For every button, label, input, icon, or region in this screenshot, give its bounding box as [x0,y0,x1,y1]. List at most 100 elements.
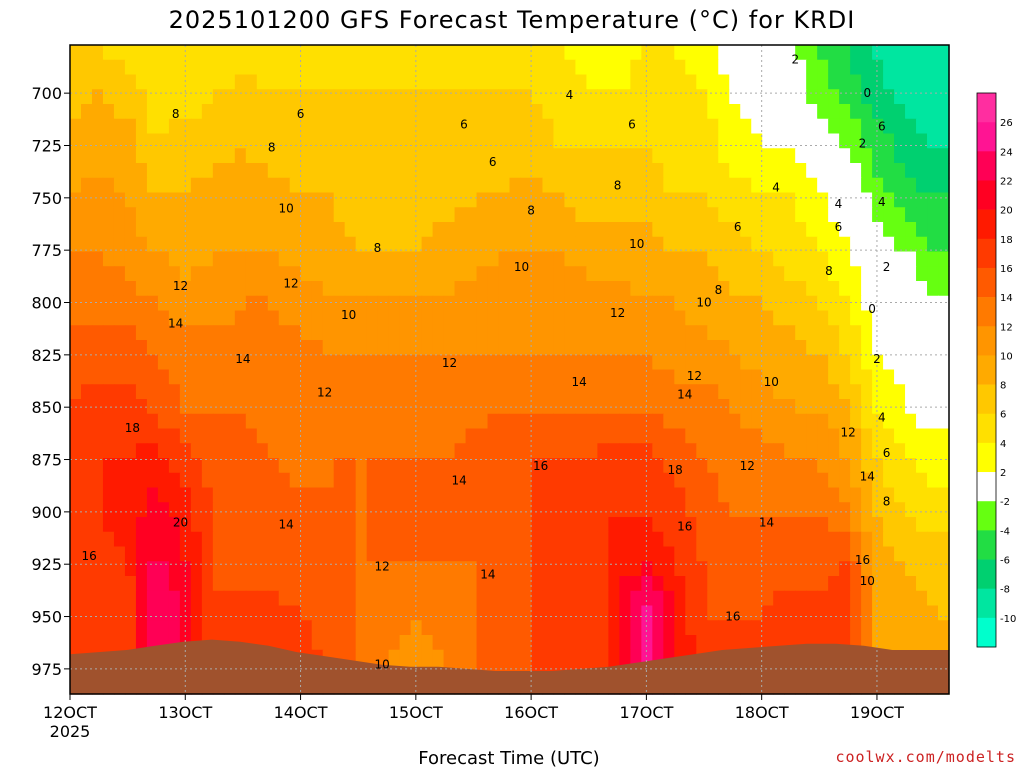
temperature-cell [300,325,313,341]
temperature-cell [685,295,697,312]
temperature-cell [333,148,346,164]
temperature-cell [718,620,730,636]
temperature-cell [850,222,862,238]
temperature-cell [608,517,620,533]
temperature-cell [135,207,148,223]
temperature-cell [773,620,785,636]
temperature-cell [443,458,456,474]
temperature-cell [80,546,93,562]
temperature-cell [311,340,324,356]
temperature-cell [377,163,390,179]
temperature-cell [894,251,906,267]
temperature-cell [707,458,719,474]
contour-label: 2 [883,260,891,274]
temperature-cell [894,635,906,651]
temperature-cell [311,428,324,444]
temperature-cell [751,295,763,312]
temperature-cell [190,325,203,341]
temperature-cell [322,458,335,474]
temperature-cell [795,148,807,164]
x-tick-label: 15OCT [389,703,443,722]
credit-link[interactable]: coolwx.com/modelts [835,748,1016,766]
temperature-cell [883,74,895,90]
temperature-cell [124,133,137,149]
temperature-cell [366,266,379,282]
temperature-cell [168,531,181,548]
temperature-cell [806,45,818,61]
temperature-cell [322,192,335,208]
temperature-cell [784,354,796,371]
temperature-cell [102,133,115,149]
temperature-cell [597,266,609,282]
temperature-cell [905,222,917,238]
temperature-cell [696,605,708,621]
temperature-cell [256,104,269,120]
temperature-cell [597,89,609,105]
temperature-cell [454,458,467,474]
temperature-cell [311,310,324,326]
temperature-cell [124,266,137,282]
temperature-cell [696,635,708,651]
temperature-cell [520,133,533,149]
temperature-cell [70,472,82,489]
temperature-cell [410,74,423,90]
temperature-cell [201,354,214,371]
temperature-cell [168,310,181,326]
temperature-cell [663,340,675,356]
temperature-cell [520,354,533,371]
colorbar-swatch [977,122,996,152]
temperature-cell [817,222,829,238]
temperature-cell [718,104,730,120]
temperature-cell [828,104,840,120]
plot-frame [69,44,950,695]
temperature-cell [927,310,939,326]
temperature-cell [740,605,752,621]
temperature-cell [311,590,324,607]
temperature-cell [70,502,82,518]
temperature-cell [146,266,159,282]
temperature-cell [289,177,302,194]
temperature-cell [806,635,818,651]
temperature-cell [234,605,247,621]
temperature-cell [113,635,126,651]
temperature-cell [542,340,555,356]
temperature-cell [377,576,390,592]
temperature-cell [399,605,412,621]
temperature-cell [751,148,763,164]
temperature-cell [366,163,379,179]
temperature-cell [509,472,522,489]
temperature-cell [465,192,478,208]
temperature-cell [927,163,939,179]
temperature-cell [91,443,104,459]
contour-label: 6 [297,107,305,121]
temperature-cell [355,472,368,489]
temperature-cell [883,89,895,105]
temperature-cell [630,133,642,149]
temperature-cell [322,354,335,371]
temperature-cell [102,74,115,90]
temperature-cell [883,443,895,459]
temperature-cell [421,576,434,592]
temperature-cell [619,649,631,666]
temperature-cell [366,340,379,356]
temperature-cell [399,590,412,607]
temperature-cell [377,635,390,651]
temperature-cell [927,222,939,238]
temperature-cell [531,369,544,385]
colorbar-tick-label: 12 [1000,322,1013,333]
temperature-cell [542,517,555,533]
temperature-cell [498,163,511,179]
temperature-cell [828,45,840,61]
temperature-cell [267,458,280,474]
temperature-cell [696,561,708,577]
temperature-cell [366,177,379,194]
temperature-cell [608,649,620,666]
temperature-cell [894,428,906,444]
temperature-cell [267,222,280,238]
temperature-cell [927,340,939,356]
temperature-cell [80,295,93,312]
temperature-cell [707,531,719,548]
temperature-cell [773,118,785,135]
temperature-cell [498,177,511,194]
temperature-cell [850,89,862,105]
